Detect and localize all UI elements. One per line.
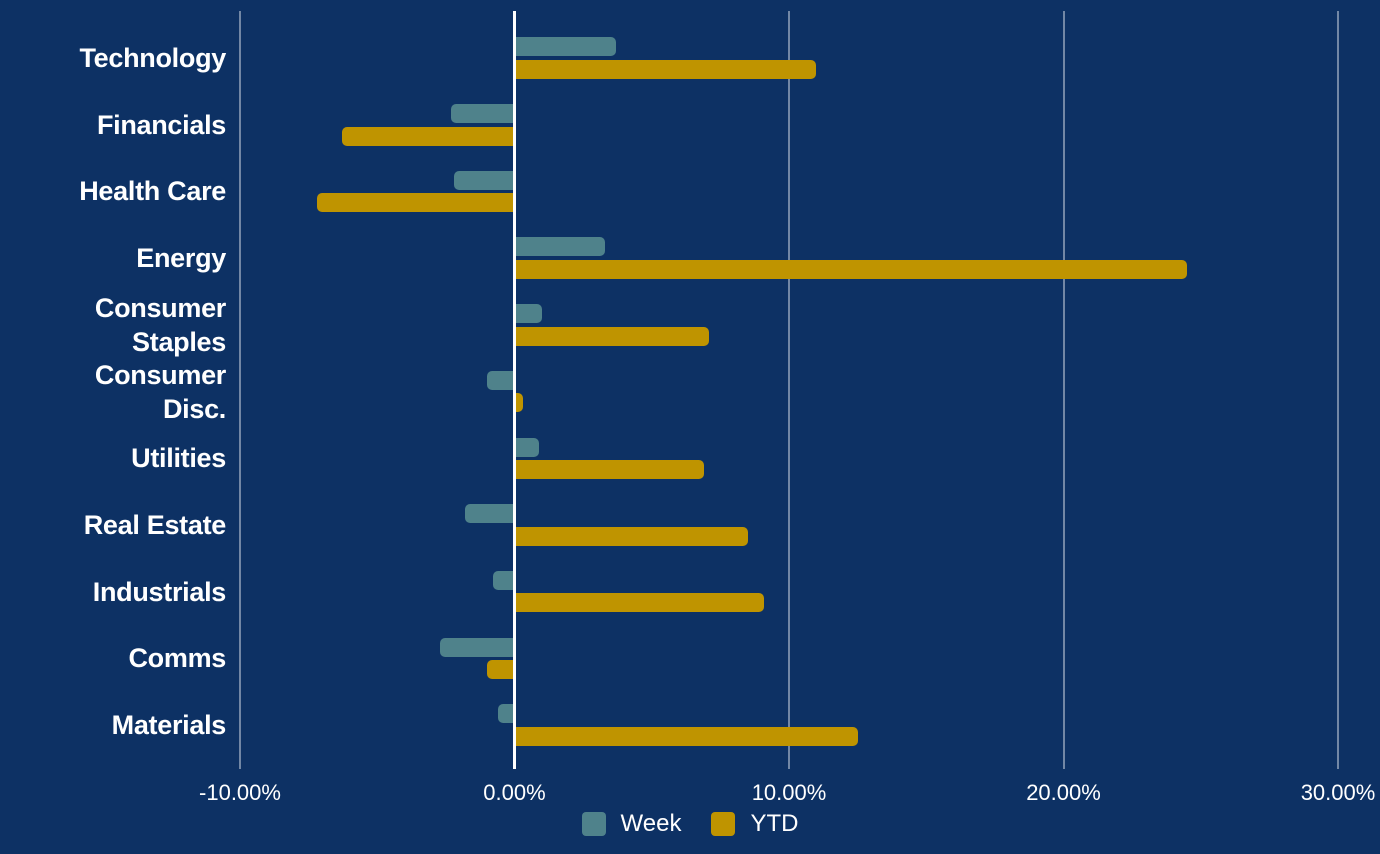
gridline-10 (788, 11, 790, 769)
category-label-energy: Energy (136, 243, 226, 274)
category-label-materials: Materials (111, 710, 227, 741)
bar-ytd-consumer-disc (516, 393, 523, 413)
bar-ytd-comms (487, 660, 513, 680)
bar-week-materials (498, 704, 513, 724)
bar-ytd-industrials (516, 593, 765, 613)
bar-week-industrials (492, 570, 513, 590)
category-label-health-care: Health Care (79, 176, 226, 207)
legend-item-week[interactable]: Week (581, 810, 682, 838)
zero-gridline (513, 11, 516, 769)
x-tick-label--10: -10.00% (199, 780, 281, 805)
legend-swatch-week (581, 812, 606, 836)
category-label-comms: Comms (128, 643, 226, 674)
bar-week-technology (516, 37, 617, 57)
legend-item-ytd[interactable]: YTD (711, 810, 798, 838)
category-label-utilities: Utilities (131, 443, 226, 474)
bar-ytd-materials (516, 726, 858, 746)
bar-week-energy (516, 237, 606, 257)
gridline-20 (1062, 11, 1065, 769)
bar-week-utilities (516, 437, 540, 457)
category-label-technology: Technology (79, 43, 226, 74)
chart-legend: Week YTD (0, 810, 1380, 838)
bar-ytd-real-estate (516, 526, 748, 546)
gridline--10 (239, 11, 241, 769)
bar-week-consumer-disc (487, 370, 513, 390)
bar-week-financials (451, 104, 513, 123)
gridline-30 (1337, 11, 1339, 769)
category-label-consumer-disc: Consumer Disc. (94, 359, 226, 424)
bar-ytd-technology (516, 59, 817, 79)
legend-label-week: Week (620, 810, 682, 837)
x-tick-label-10: 10.00% (751, 780, 827, 805)
x-tick-label-0: 0.00% (483, 780, 546, 805)
bar-ytd-energy (516, 259, 1188, 279)
legend-swatch-ytd (711, 812, 736, 836)
category-label-consumer-staples: Consumer Staples (94, 292, 226, 357)
legend-label-ytd: YTD (750, 810, 799, 837)
category-label-industrials: Industrials (92, 576, 227, 607)
bar-ytd-financials (341, 126, 513, 146)
category-label-financials: Financials (96, 109, 226, 140)
category-label-real-estate: Real Estate (83, 509, 227, 540)
bar-week-consumer-staples (516, 304, 542, 324)
bar-week-health-care (454, 170, 513, 190)
bar-ytd-health-care (316, 193, 513, 213)
bar-week-real-estate (465, 504, 513, 524)
bar-week-comms (440, 637, 513, 657)
bar-ytd-utilities (516, 460, 704, 479)
bar-ytd-consumer-staples (516, 326, 710, 346)
x-tick-label-30: 30.00% (1300, 780, 1376, 805)
x-tick-label-20: 20.00% (1026, 780, 1101, 805)
